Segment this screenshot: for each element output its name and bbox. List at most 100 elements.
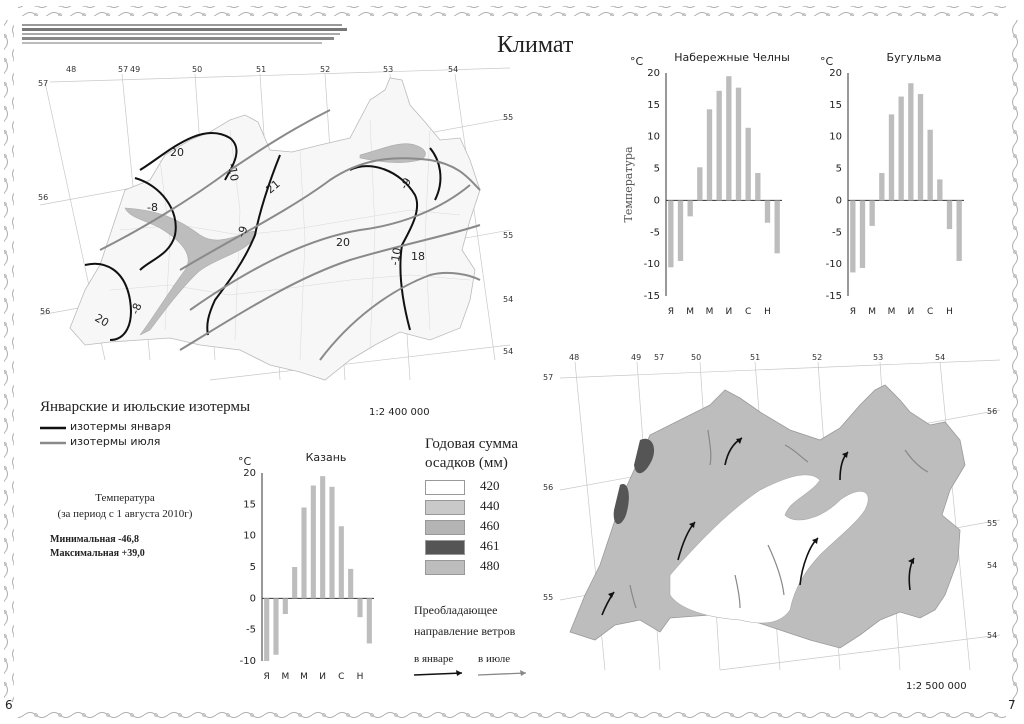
y-tick-label: 20 bbox=[647, 68, 660, 79]
parallel-label: 55 bbox=[503, 231, 513, 240]
precip-legend-item: 480 bbox=[425, 558, 545, 576]
bar bbox=[357, 598, 363, 618]
parallel-label: 56 bbox=[38, 193, 48, 202]
winds-january-label: в январе bbox=[414, 653, 454, 665]
precipitation-map: 48 49 57 50 51 52 53 54 57 56 56 55 55 5… bbox=[543, 353, 1001, 692]
bar bbox=[366, 598, 372, 644]
y-tick-label: 0 bbox=[250, 593, 256, 604]
january-wind-heads bbox=[608, 438, 914, 598]
y-tick-label: 20 bbox=[829, 68, 842, 79]
meridian-label: 53 bbox=[873, 353, 883, 362]
y-tick-label: -5 bbox=[246, 625, 256, 636]
precip-legend-item: 461 bbox=[425, 538, 545, 556]
x-tick-label: М bbox=[686, 307, 694, 317]
parallel-label: 54 bbox=[503, 347, 513, 356]
y-tick-label: 15 bbox=[243, 499, 256, 510]
isotherm-label: -10 bbox=[225, 162, 241, 182]
x-tick-label: С bbox=[745, 307, 751, 317]
parallel-label: 54 bbox=[987, 561, 997, 570]
y-tick-label: -15 bbox=[826, 291, 842, 302]
meridian-label: 57 bbox=[118, 65, 128, 74]
x-tick-label: М bbox=[281, 672, 289, 682]
x-tick-label: Я bbox=[668, 307, 674, 317]
meridian-label: 50 bbox=[192, 65, 202, 74]
bar bbox=[320, 476, 326, 599]
meridian-label: 57 bbox=[654, 353, 664, 362]
bar bbox=[310, 485, 316, 599]
y-tick-label: -10 bbox=[644, 259, 660, 270]
bar bbox=[329, 486, 335, 599]
temperature-note-title: Температура bbox=[95, 492, 155, 504]
x-tick-label: Я bbox=[850, 307, 856, 317]
precip-zone-461 bbox=[613, 438, 655, 525]
parallel-label: 54 bbox=[987, 631, 997, 640]
bar bbox=[774, 200, 780, 254]
july-isotherm-label: изотермы июля bbox=[70, 435, 161, 448]
chart-title: Казань bbox=[306, 451, 347, 464]
precip-legend-title-1: Годовая сумма bbox=[425, 436, 519, 452]
isotherm-label: -10 bbox=[388, 247, 404, 267]
bar bbox=[764, 200, 771, 223]
precip-swatch bbox=[425, 500, 465, 515]
x-tick-label: М bbox=[706, 307, 714, 317]
y-tick-label: -5 bbox=[650, 227, 660, 238]
temperature-min: Минимальная -46,8 bbox=[50, 534, 139, 545]
bar bbox=[687, 200, 693, 217]
bar bbox=[706, 109, 713, 201]
chart-unit: °C bbox=[820, 55, 834, 68]
isotherm-label: -8 bbox=[147, 201, 158, 214]
bar bbox=[697, 167, 703, 201]
chart-kazan: Казань °C20 15 10 5 0 -5 -10 Я М М И С Н bbox=[238, 451, 374, 682]
chart-title: Набережные Челны bbox=[674, 51, 790, 64]
meridian-label: 51 bbox=[256, 65, 266, 74]
isotherms-map: 48 57 49 50 51 52 53 54 57 56 55 56 55 5… bbox=[38, 65, 513, 381]
parallel-label: 55 bbox=[503, 113, 513, 122]
bar bbox=[668, 200, 674, 268]
bar bbox=[348, 568, 354, 599]
january-wind-arrow bbox=[413, 672, 463, 676]
bar bbox=[735, 87, 742, 201]
bar bbox=[956, 200, 962, 261]
precip-label: 440 bbox=[480, 498, 500, 513]
january-isotherm-label: изотермы января bbox=[70, 420, 171, 433]
y-tick-label: -15 bbox=[644, 291, 660, 302]
january-isotherms bbox=[84, 132, 442, 341]
precip-label: 480 bbox=[480, 558, 500, 573]
y-tick-label: 0 bbox=[654, 195, 660, 206]
chart-title: Бугульма bbox=[887, 51, 942, 64]
parallel-label: 54 bbox=[503, 295, 513, 304]
parallel-label: 55 bbox=[987, 519, 997, 528]
july-isotherms bbox=[99, 109, 481, 361]
precip-swatch bbox=[425, 520, 465, 535]
bar bbox=[908, 83, 914, 201]
page-number-right: 7 bbox=[1008, 698, 1016, 712]
bar bbox=[937, 179, 943, 201]
bar bbox=[716, 90, 722, 201]
winds-legend-arrows bbox=[413, 670, 527, 676]
precip-label: 460 bbox=[480, 518, 500, 533]
isotherm-legend-swatches bbox=[40, 426, 66, 445]
july-wind-arrow bbox=[477, 672, 527, 676]
bar bbox=[859, 200, 866, 268]
bar bbox=[264, 598, 270, 661]
x-tick-label: И bbox=[319, 672, 326, 682]
page-number-left: 6 bbox=[5, 698, 13, 712]
chart-naberezhnye-chelny: Набережные Челны °C Температура 20 15 10 5 0 -5 -… bbox=[622, 51, 790, 317]
precip-legend-item: 460 bbox=[425, 518, 545, 536]
precip-legend-item: 420 bbox=[425, 478, 545, 496]
parallel-label: 56 bbox=[987, 407, 997, 416]
parallel-label: 57 bbox=[38, 79, 48, 88]
bar bbox=[879, 173, 885, 201]
meridian-label: 53 bbox=[383, 65, 393, 74]
isotherm-label: 20 bbox=[93, 311, 112, 329]
bar bbox=[292, 567, 298, 599]
precip-swatch bbox=[425, 560, 465, 575]
bar bbox=[946, 200, 953, 230]
bar bbox=[898, 96, 904, 201]
isotherm-label: -8 bbox=[129, 301, 145, 316]
x-tick-label: М bbox=[888, 307, 896, 317]
x-tick-label: С bbox=[927, 307, 933, 317]
y-tick-label: 10 bbox=[243, 531, 256, 542]
meridian-label: 49 bbox=[631, 353, 641, 362]
meridian-label: 52 bbox=[812, 353, 822, 362]
